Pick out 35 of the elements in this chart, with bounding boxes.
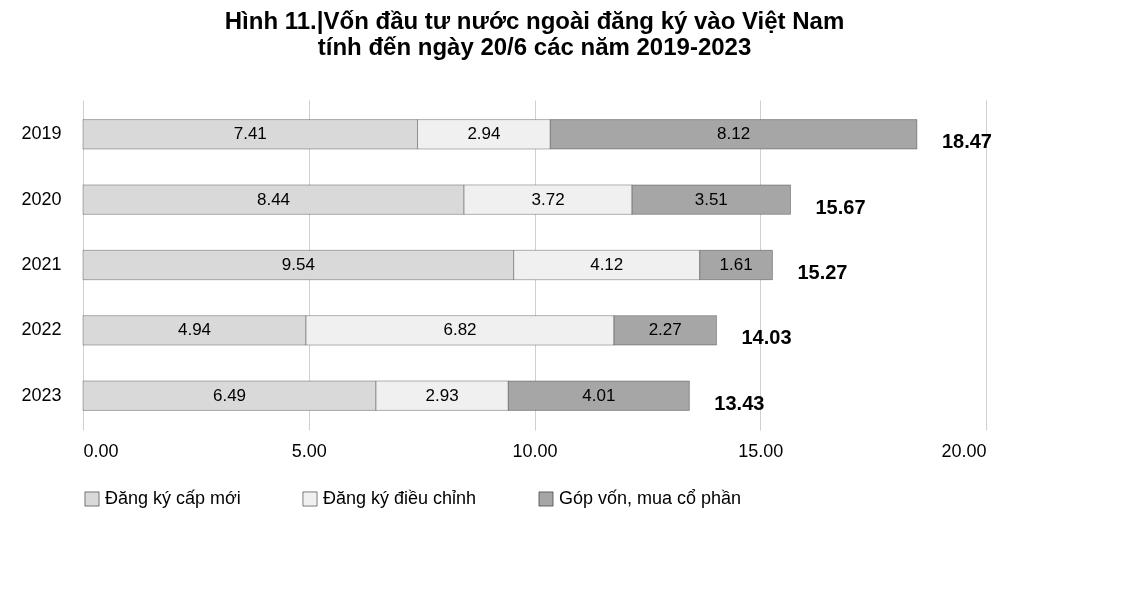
data-label: 6.49: [212, 385, 247, 405]
x-tick-label: 0.00: [83, 440, 119, 461]
data-label: 6.82: [443, 320, 477, 340]
data-label: 3.51: [694, 189, 728, 209]
data-label: 2.27: [648, 320, 682, 340]
y-tick-label: 2019: [21, 123, 62, 144]
data-label: 4.94: [177, 320, 212, 340]
data-label: 9.54: [281, 255, 315, 274]
data-label: 8.12: [717, 124, 751, 144]
x-tick-label: 5.00: [291, 440, 327, 461]
total-label: 14.03: [741, 326, 792, 349]
data-label: 4.01: [582, 385, 616, 405]
total-label: 15.27: [797, 261, 848, 283]
total-label: 18.47: [941, 130, 992, 153]
data-label: 2.94: [467, 124, 501, 144]
legend-label: Đăng ký cấp mới: [105, 488, 241, 508]
text: tính đến ngày 20/6 các năm 2019-2023: [317, 33, 752, 60]
x-tick-label: 15.00: [738, 440, 784, 461]
data-label: 7.41: [233, 124, 267, 144]
text: Hình 11.|Vốn đầu tư nước ngoài đăng ký vào Việt Nam: [224, 7, 845, 34]
total-label: 13.43: [714, 391, 765, 414]
legend-label: Đăng ký điều chỉnh: [323, 488, 477, 508]
data-label: 1.61: [719, 255, 753, 274]
y-tick-label: 2021: [21, 254, 62, 274]
data-label: 3.72: [531, 189, 565, 209]
x-tick-label: 10.00: [512, 440, 558, 461]
legend-label: Góp vốn, mua cổ phần: [559, 488, 742, 508]
y-tick-label: 2020: [21, 188, 62, 209]
x-tick-label: 20.00: [941, 440, 987, 461]
y-tick-label: 2023: [21, 384, 62, 405]
total-label: 15.67: [815, 195, 866, 218]
data-label: 2.93: [425, 385, 459, 405]
data-label: 4.12: [590, 255, 624, 274]
data-label: 8.44: [256, 189, 291, 209]
y-tick-label: 2022: [21, 319, 62, 340]
